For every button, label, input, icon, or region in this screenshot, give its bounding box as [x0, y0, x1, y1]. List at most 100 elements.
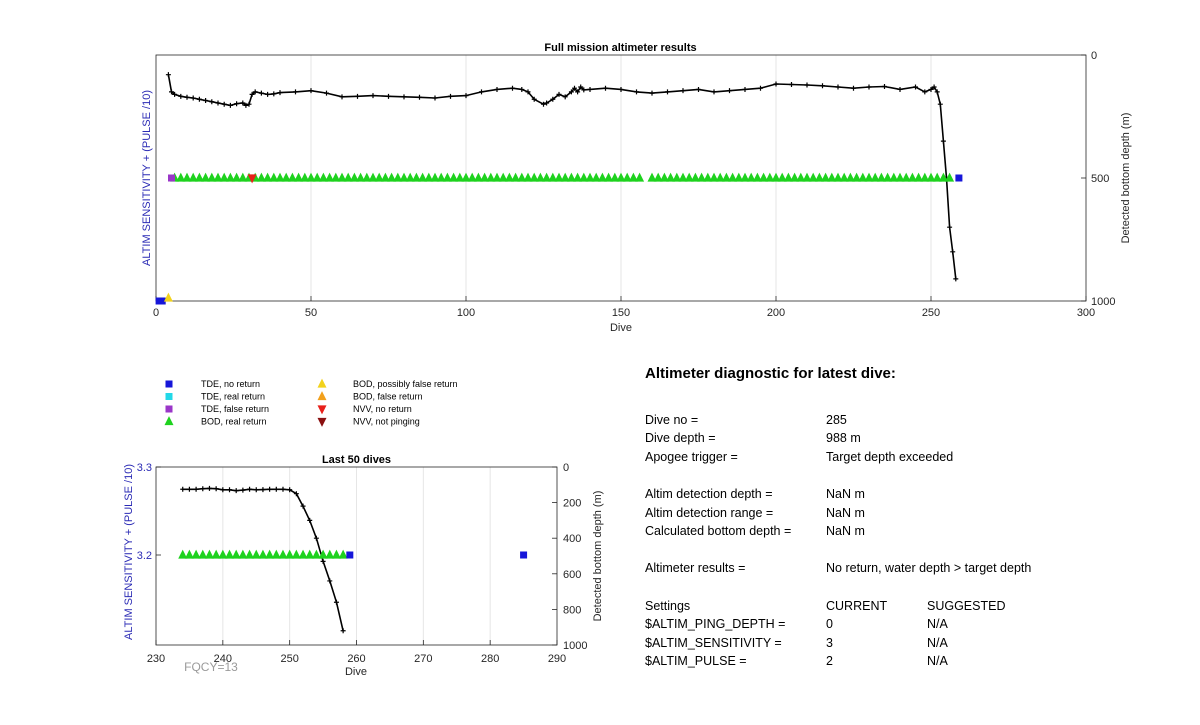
top-bod-real-marker	[424, 172, 434, 182]
calc-bottom-value: NaN m	[826, 524, 865, 539]
spacer	[645, 466, 1185, 485]
top-bod-real-marker	[294, 172, 304, 182]
top-bod-real-marker	[356, 172, 366, 182]
top-bottom-depth-point	[196, 96, 202, 102]
top-bottom-depth-point	[680, 88, 686, 94]
bottom-bottom-depth-point	[267, 486, 273, 492]
top-bottom-depth-point	[258, 90, 264, 96]
top-bod-real-marker	[870, 172, 880, 182]
top-bod-real-marker	[399, 172, 409, 182]
top-bottom-depth-point	[494, 86, 500, 92]
bottom-bottom-depth-point	[327, 578, 333, 584]
top-bottom-depth-point	[581, 87, 587, 93]
top-bod-real-marker	[232, 172, 242, 182]
settings-label: Settings	[645, 598, 691, 613]
top-bod-real-marker	[728, 172, 738, 182]
top-bottom-depth-point	[947, 224, 953, 230]
top-bottom-depth-point	[913, 84, 918, 90]
top-bottom-depth-point	[550, 96, 556, 102]
top-bottom-depth-point	[575, 89, 581, 95]
top-bod-real-marker	[709, 172, 719, 182]
top-bottom-depth-point	[773, 81, 779, 87]
top-bod-real-marker	[684, 172, 694, 182]
top-chart-right-y-label: Detected bottom depth (m)	[1120, 113, 1132, 244]
pulse-current: 2	[826, 654, 833, 669]
bottom-tde-no-return-marker	[346, 551, 354, 559]
top-bod-real-marker	[529, 172, 539, 182]
bottom-bottom-depth-point	[180, 486, 186, 492]
legend-label: NVV, no return	[353, 404, 412, 414]
top-bottom-depth-point	[249, 91, 255, 97]
bottom-bod-real-marker	[245, 549, 255, 559]
top-bod-real-marker	[362, 172, 372, 182]
top-bottom-depth-point	[922, 89, 928, 95]
bottom-x-tick-label: 270	[414, 653, 432, 665]
top-bod-real-marker	[225, 172, 235, 182]
top-bottom-depth-point	[882, 83, 887, 89]
top-bod-real-marker	[858, 172, 868, 182]
top-bod-real-marker	[219, 172, 229, 182]
top-bottom-depth-point	[510, 85, 515, 91]
bottom-bod-real-marker	[271, 549, 281, 559]
top-bottom-depth-point	[525, 89, 531, 95]
legend-label: BOD, false return	[353, 392, 423, 402]
top-bod-real-marker	[256, 172, 266, 182]
top-bod-real-marker	[579, 172, 589, 182]
top-bottom-depth-point	[252, 89, 258, 95]
bottom-bod-real-marker	[311, 549, 321, 559]
top-bottom-depth-point	[531, 96, 537, 102]
bottom-bottom-depth-point	[193, 486, 199, 492]
bottom-bottom-depth-point	[240, 487, 246, 493]
sensitivity-suggested: N/A	[927, 635, 948, 650]
top-bod-real-marker	[312, 172, 322, 182]
top-bottom-depth-point	[339, 94, 345, 100]
top-bod-real-marker	[275, 172, 285, 182]
ping-depth-row: $ALTIM_PING_DEPTH = 0 N/A	[645, 615, 1185, 634]
top-bod-real-marker	[461, 172, 471, 182]
top-bod-real-marker	[207, 172, 217, 182]
top-bod-real-marker	[771, 172, 781, 182]
top-bod-real-marker	[864, 172, 874, 182]
top-bottom-depth-point	[931, 84, 937, 90]
top-bod-real-marker	[895, 172, 905, 182]
bottom-bottom-depth-point	[213, 486, 219, 492]
bottom-bod-real-marker	[225, 549, 235, 559]
bottom-right-tick-label: 600	[563, 569, 581, 581]
bottom-bottom-depth-point	[287, 487, 293, 493]
bottom-x-tick-label: 290	[548, 653, 566, 665]
top-chart-x-label: Dive	[610, 322, 632, 334]
bottom-chart-title: Last 50 dives	[322, 454, 391, 466]
top-bod-real-marker	[188, 172, 198, 182]
top-bod-real-marker	[759, 172, 769, 182]
top-bottom-depth-point	[649, 90, 655, 96]
top-bod-real-marker	[442, 172, 452, 182]
top-bod-real-marker	[845, 172, 855, 182]
top-bod-real-marker	[393, 172, 403, 182]
top-bod-real-marker	[827, 172, 837, 182]
top-bod-real-marker	[387, 172, 397, 182]
top-bod-real-marker	[659, 172, 669, 182]
bottom-bottom-depth-point	[300, 503, 306, 509]
top-bod-real-marker	[852, 172, 862, 182]
top-chart-title: Full mission altimeter results	[544, 42, 696, 54]
bottom-right-tick-label: 0	[563, 462, 569, 474]
top-bottom-depth-point	[463, 93, 469, 99]
top-bottom-depth-point	[246, 101, 252, 107]
spacer	[645, 392, 1185, 411]
bottom-bod-real-marker	[238, 549, 248, 559]
bottom-bottom-depth-point	[273, 486, 279, 492]
top-bottom-depth-point	[203, 98, 209, 104]
dive-depth-row: Dive depth = 988 m	[645, 429, 1185, 448]
legend: TDE, no return TDE, real return TDE, false…	[164, 378, 458, 427]
top-bod-real-marker	[436, 172, 446, 182]
top-bottom-depth-point	[417, 94, 422, 100]
bottom-x-tick-label: 250	[280, 653, 298, 665]
top-bottom-depth-point	[953, 276, 959, 282]
top-bod-real-marker	[498, 172, 508, 182]
results-label: Altimeter results =	[645, 561, 746, 576]
sensitivity-current: 3	[826, 635, 833, 650]
pulse-row: $ALTIM_PULSE = 2 N/A	[645, 652, 1185, 671]
top-bod-real-marker	[808, 172, 818, 182]
top-bod-real-marker	[876, 172, 886, 182]
bottom-bottom-depth-point	[333, 599, 339, 605]
